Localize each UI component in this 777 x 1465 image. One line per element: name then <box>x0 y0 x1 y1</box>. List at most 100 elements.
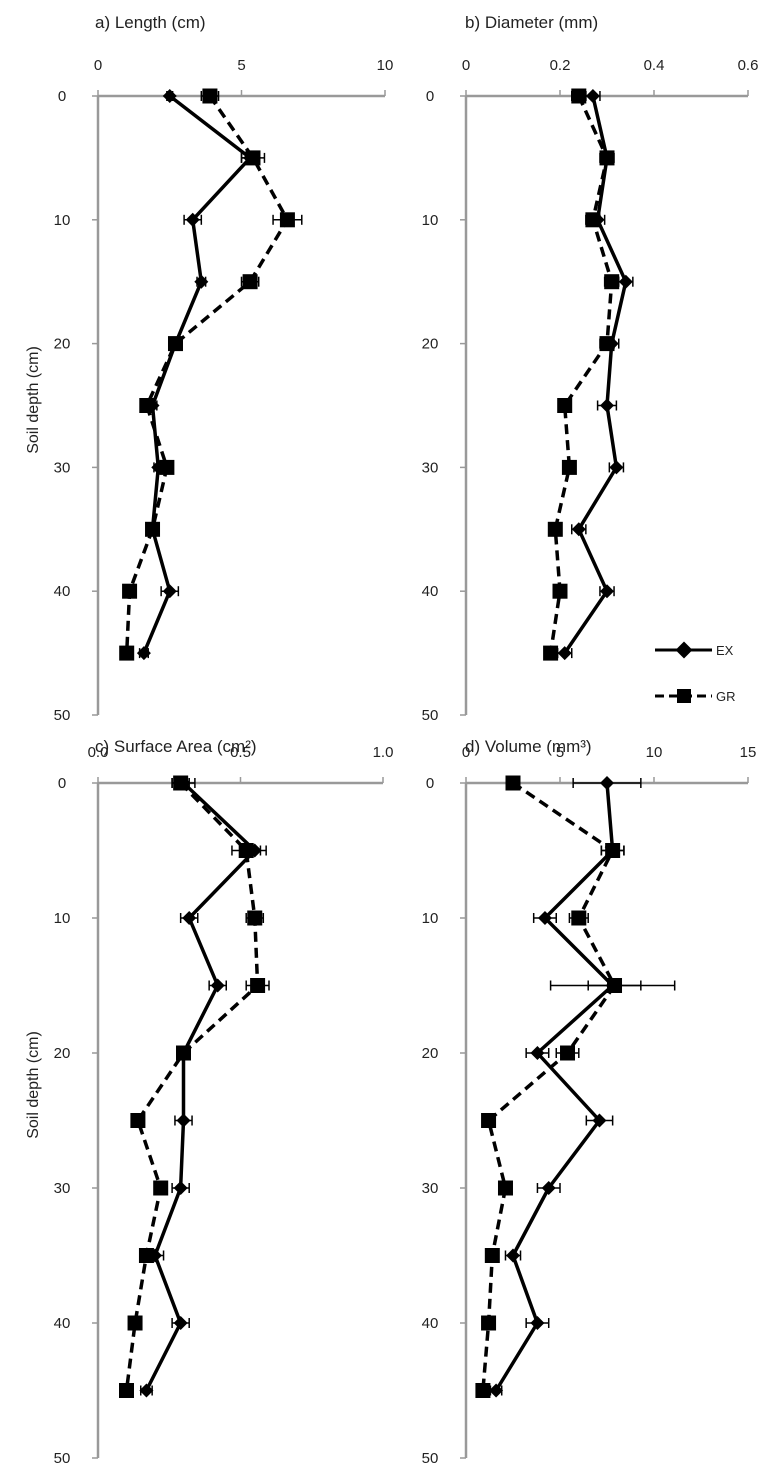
point-gr <box>119 645 135 661</box>
point-ex <box>489 1383 504 1398</box>
x-tick-label: 0 <box>462 57 470 74</box>
y-tick-label: 10 <box>422 212 439 229</box>
point-gr <box>250 978 266 993</box>
point-gr <box>153 1180 169 1196</box>
y-tick-label: 10 <box>422 910 439 927</box>
point-gr <box>505 775 521 791</box>
panel-d-title: d) Volume (mm³) <box>465 737 592 756</box>
point-gr <box>130 1113 146 1128</box>
point-gr <box>561 459 577 475</box>
y-tick-label: 50 <box>54 1450 71 1465</box>
y-tick-label: 10 <box>54 910 71 927</box>
point-gr <box>599 336 615 352</box>
y-tick-label: 40 <box>54 583 71 600</box>
point-gr <box>607 978 623 993</box>
y-tick-label: 40 <box>422 1315 439 1332</box>
x-tick-label: 0.4 <box>644 57 665 74</box>
point-gr <box>547 521 563 537</box>
y-tick-label: 0 <box>58 775 66 792</box>
y-tick-label: 0 <box>426 775 434 792</box>
point-ex <box>537 911 552 925</box>
y-tick-label: 50 <box>54 707 71 724</box>
point-ex <box>557 646 572 661</box>
point-gr <box>242 274 258 290</box>
x-tick-label: 0 <box>94 57 102 74</box>
legend: EX GR <box>655 641 736 704</box>
y-tick-label: 0 <box>426 88 434 105</box>
point-ex <box>176 1113 191 1128</box>
point-gr <box>122 583 138 599</box>
point-ex <box>600 776 614 790</box>
point-ex <box>600 584 614 599</box>
series-ex-line <box>142 94 252 654</box>
x-tick-label: 0.5 <box>230 744 251 761</box>
point-ex <box>194 274 209 289</box>
legend-ex-marker <box>675 641 693 659</box>
point-ex <box>506 1248 520 1263</box>
point-ex <box>600 398 614 413</box>
point-gr <box>497 1180 513 1196</box>
legend-gr-label: GR <box>716 689 736 704</box>
legend-ex-label: EX <box>716 643 734 658</box>
point-ex <box>585 89 600 103</box>
point-gr <box>599 150 615 166</box>
x-tick-label: 1.0 <box>373 744 394 761</box>
point-ex <box>139 1383 154 1398</box>
point-ex <box>571 522 586 537</box>
panel-d: 0 5 10 15 0 10 20 30 40 50 <box>422 744 757 1465</box>
point-gr <box>481 1113 497 1128</box>
series-ex-line <box>144 781 257 1392</box>
point-gr <box>557 398 573 413</box>
point-gr <box>167 336 183 352</box>
y-tick-label: 20 <box>54 336 71 353</box>
y-tick-label: 20 <box>54 1045 71 1062</box>
point-ex <box>162 89 177 103</box>
point-ex <box>609 460 624 475</box>
x-tick-label: 0 <box>462 744 470 761</box>
point-gr <box>119 1383 134 1398</box>
point-ex <box>182 911 197 925</box>
point-gr <box>585 212 601 228</box>
panel-c: 0.0 0.5 1.0 0 10 20 30 40 50 <box>54 744 394 1465</box>
point-gr <box>138 1248 154 1263</box>
x-tick-label: 0.2 <box>550 57 571 74</box>
point-gr <box>475 1383 491 1398</box>
y-tick-label: 30 <box>54 459 71 476</box>
point-gr <box>571 910 587 926</box>
y-tick-label: 10 <box>54 212 71 229</box>
y-tick-label: 50 <box>422 707 439 724</box>
y-tick-label: 0 <box>58 88 66 105</box>
x-tick-label: 10 <box>377 57 394 74</box>
point-gr <box>245 150 261 166</box>
point-ex <box>136 646 151 661</box>
series-gr-line <box>548 95 614 654</box>
point-ex <box>173 1316 188 1330</box>
point-gr <box>202 88 218 104</box>
panel-a: 0 5 10 0 10 20 30 40 50 <box>54 57 394 724</box>
panel-b-title: b) Diameter (mm) <box>465 13 598 32</box>
y-tick-label: 30 <box>422 1180 439 1197</box>
x-tick-label: 10 <box>646 744 663 761</box>
point-gr <box>604 274 620 290</box>
point-gr <box>560 1045 576 1061</box>
point-gr <box>543 645 559 661</box>
point-gr <box>145 521 161 537</box>
x-tick-label: 0.6 <box>738 57 759 74</box>
series-ex-line <box>494 782 615 1392</box>
point-gr <box>139 398 155 413</box>
y-tick-label: 50 <box>422 1450 439 1465</box>
point-gr <box>247 910 263 926</box>
point-gr <box>484 1248 500 1263</box>
panel-c-title: c) Surface Area (cm²) <box>95 737 257 756</box>
legend-gr-marker <box>677 689 691 703</box>
x-tick-label: 15 <box>740 744 757 761</box>
y-tick-label: 40 <box>54 1315 71 1332</box>
point-gr <box>159 459 175 475</box>
point-gr <box>176 1045 191 1061</box>
y-tick-label: 20 <box>422 1045 439 1062</box>
point-ex <box>592 1113 607 1128</box>
point-gr <box>173 775 189 791</box>
point-gr <box>279 212 295 228</box>
